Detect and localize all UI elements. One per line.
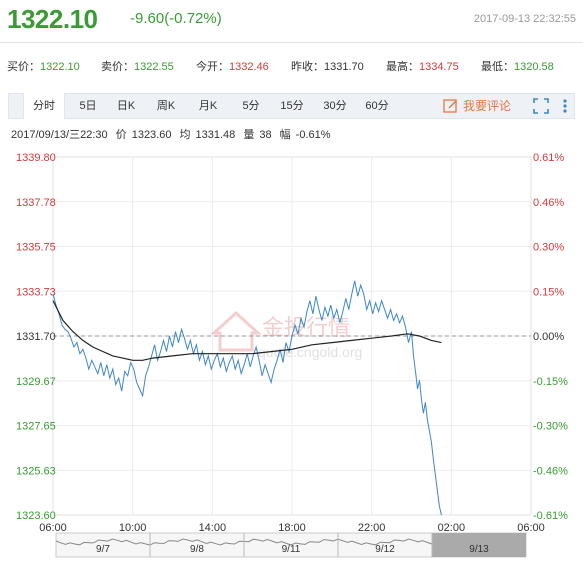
pct-tick-label: 0.46%: [533, 197, 564, 209]
tab-5min[interactable]: 5分: [242, 100, 260, 112]
ask-value: 1322.55: [134, 61, 174, 73]
x-tick-label: 02:00: [438, 522, 466, 534]
navigator-label: 9/13: [469, 544, 489, 555]
tab-intraday[interactable]: 分时: [23, 93, 65, 119]
pct-tick-label: -0.46%: [533, 465, 568, 477]
info-amp-label: 幅: [279, 129, 291, 141]
watermark-logo-icon: [210, 310, 262, 352]
navigator-selection: [432, 533, 526, 557]
open-value: 1332.46: [229, 61, 269, 73]
y-tick-label: 1325.63: [16, 465, 56, 477]
y-tick-label: 1331.70: [16, 331, 56, 343]
info-datetime: 2017/09/13/三22:30: [11, 129, 108, 141]
quote-fields: 买价：1322.10 卖价：1322.55 今开：1332.46 昨收：1331…: [0, 58, 583, 74]
header-divider: [0, 42, 583, 43]
low-value: 1320.58: [514, 61, 554, 73]
info-amp: -0.61%: [295, 129, 331, 141]
x-tick-label: 22:00: [358, 522, 386, 534]
info-vol: 38: [259, 129, 272, 141]
pct-tick-label: -0.15%: [533, 376, 568, 388]
info-price: 1323.60: [131, 129, 172, 141]
navigator-label: 9/7: [96, 544, 110, 555]
y-tick-label: 1323.60: [16, 510, 56, 522]
y-tick-label: 1333.73: [16, 286, 56, 298]
info-vol-label: 量: [243, 129, 255, 141]
chart-period-toolbar: 分时 5日 日K 周K 月K 5分 15分 30分 60分 我要评论: [8, 93, 575, 119]
edit-icon: [443, 99, 457, 113]
tab-weekly-k[interactable]: 周K: [156, 100, 176, 112]
bid-quote: 买价：1322.10: [7, 58, 80, 74]
y-tick-label: 1339.80: [16, 152, 56, 164]
low-label: 最低：: [481, 61, 514, 73]
x-tick-label: 06:00: [517, 522, 545, 534]
watermark-url: quote.cngold.org: [258, 344, 362, 360]
intraday-chart-svg: 金投行情 quote.cngold.org 1339.801337.781335…: [16, 152, 568, 558]
tab-5day[interactable]: 5日: [79, 100, 97, 112]
open-label: 今开：: [196, 61, 229, 73]
pct-tick-label: 0.15%: [533, 286, 564, 298]
more-options-icon[interactable]: [557, 98, 573, 114]
y-tick-label: 1327.65: [16, 421, 56, 433]
low-quote: 最低：1320.58: [481, 58, 554, 74]
pct-tick-label: 0.30%: [533, 242, 564, 254]
y-tick-label: 1329.67: [16, 376, 56, 388]
tab-monthly-k[interactable]: 月K: [198, 100, 218, 112]
info-price-label: 价: [115, 129, 127, 141]
bid-label: 买价：: [7, 61, 40, 73]
price-line: [52, 280, 442, 516]
high-quote: 最高：1334.75: [386, 58, 459, 74]
intraday-chart[interactable]: 金投行情 quote.cngold.org 1339.80 1337.78 1335…: [0, 145, 583, 568]
ask-label: 卖价：: [101, 61, 134, 73]
pct-tick-label: -0.61%: [533, 510, 568, 522]
comment-label: 我要评论: [463, 99, 512, 113]
x-tick-label: 14:00: [199, 522, 227, 534]
crosshair-info: 2017/09/13/三22:30 价 1323.60 均 1331.48 量 38 …: [11, 126, 336, 142]
info-avg: 1331.48: [195, 129, 236, 141]
x-tick-label: 06:00: [39, 522, 67, 534]
fullscreen-icon[interactable]: [533, 98, 549, 114]
y-tick-label: 1337.78: [16, 197, 56, 209]
high-value: 1334.75: [419, 61, 459, 73]
y-tick-label: 1335.75: [16, 242, 56, 254]
time-navigator[interactable]: 9/7 9/8 9/11 9/12 9/13: [55, 532, 527, 558]
comment-button[interactable]: 我要评论: [443, 94, 511, 118]
quote-header: 1322.10 -9.60(-0.72%) 2017-09-13 22:32:5…: [0, 0, 583, 42]
navigator-label: 9/12: [375, 544, 395, 555]
x-tick-label: 10:00: [119, 522, 147, 534]
tab-30min[interactable]: 30分: [323, 100, 347, 112]
tab-15min[interactable]: 15分: [280, 100, 304, 112]
current-price: 1322.10: [7, 4, 98, 34]
open-quote: 今开：1332.46: [196, 58, 269, 74]
x-tick-label: 18:00: [278, 522, 306, 534]
price-change: -9.60(-0.72%): [130, 10, 222, 27]
average-line: [52, 300, 442, 361]
info-avg-label: 均: [179, 129, 191, 141]
navigator-label: 9/11: [282, 544, 301, 555]
tab-60min[interactable]: 60分: [365, 100, 389, 112]
high-label: 最高：: [386, 61, 419, 73]
pct-tick-label: -0.30%: [533, 421, 568, 433]
navigator-label: 9/8: [190, 544, 204, 555]
pct-tick-label: 0.00%: [533, 331, 564, 343]
quote-timestamp: 2017-09-13 22:32:55: [473, 13, 576, 25]
tab-daily-k[interactable]: 日K: [116, 100, 136, 112]
prev-close-label: 昨收：: [291, 61, 324, 73]
bid-value: 1322.10: [40, 61, 80, 73]
pct-tick-label: 0.61%: [533, 152, 564, 164]
prev-close-value: 1331.70: [324, 61, 364, 73]
ask-quote: 卖价：1322.55: [101, 58, 174, 74]
prev-close-quote: 昨收：1331.70: [291, 58, 364, 74]
